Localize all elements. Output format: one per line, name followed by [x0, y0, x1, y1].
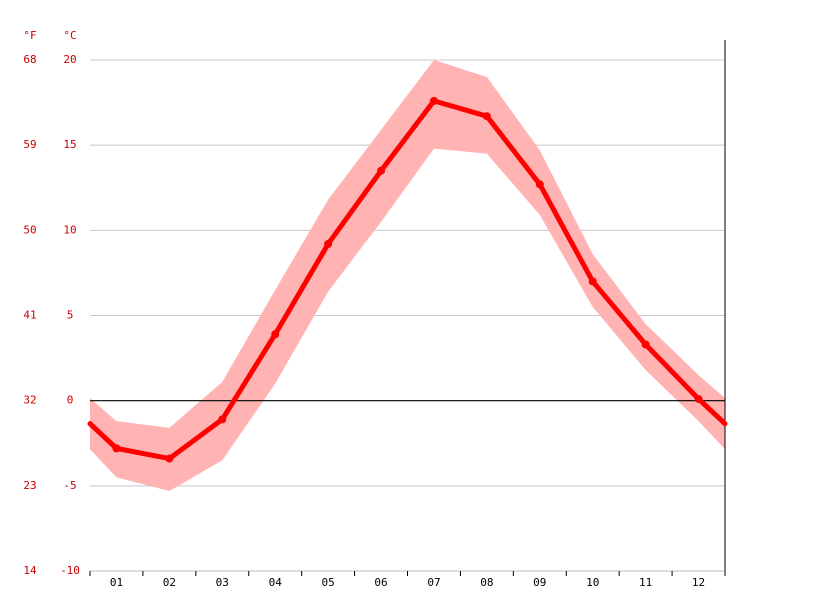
point	[271, 330, 280, 339]
x-tick-label: 04	[269, 576, 283, 589]
point	[112, 444, 121, 453]
y-tick-label: -10	[60, 564, 80, 577]
y-tick-label: 15	[63, 138, 76, 151]
x-tick-label: 02	[163, 576, 176, 589]
y-axis-unit: °C	[63, 29, 76, 42]
y-tick-label: 20	[63, 53, 76, 66]
x-tick-label: 11	[639, 576, 652, 589]
x-tick-label: 09	[533, 576, 546, 589]
x-tick-label: 05	[322, 576, 335, 589]
x-tick-label: 01	[110, 576, 123, 589]
point	[482, 112, 491, 121]
point	[429, 96, 438, 105]
y2-tick-label: 32	[23, 394, 36, 407]
line	[113, 98, 702, 462]
x-tick-label: 06	[374, 576, 387, 589]
y2-tick-label: 41	[23, 309, 36, 322]
point	[165, 454, 174, 463]
x-tick-label: 07	[427, 576, 440, 589]
point	[535, 180, 544, 189]
y2-tick-label: 50	[23, 223, 36, 236]
point	[324, 239, 333, 248]
point	[694, 394, 703, 403]
range-band	[116, 60, 699, 491]
y-tick-label: -5	[63, 479, 76, 492]
y2-tick-label: 68	[23, 53, 36, 66]
point	[588, 277, 597, 286]
point	[377, 166, 386, 175]
x-tick-label: 10	[586, 576, 599, 589]
y-tick-label: 10	[63, 223, 76, 236]
line-edge	[87, 421, 119, 451]
line-edge	[696, 396, 728, 427]
x-tick-label: 08	[480, 576, 493, 589]
y2-tick-label: 59	[23, 138, 36, 151]
y-tick-label: 0	[67, 394, 74, 407]
x-tick-label: 12	[692, 576, 705, 589]
y-tick-label: 5	[67, 309, 74, 322]
x-tick-label: 03	[216, 576, 229, 589]
point	[641, 340, 650, 349]
y2-axis-unit: °F	[23, 29, 36, 42]
point	[218, 415, 227, 424]
y2-tick-label: 14	[23, 564, 37, 577]
y2-tick-label: 23	[23, 479, 36, 492]
